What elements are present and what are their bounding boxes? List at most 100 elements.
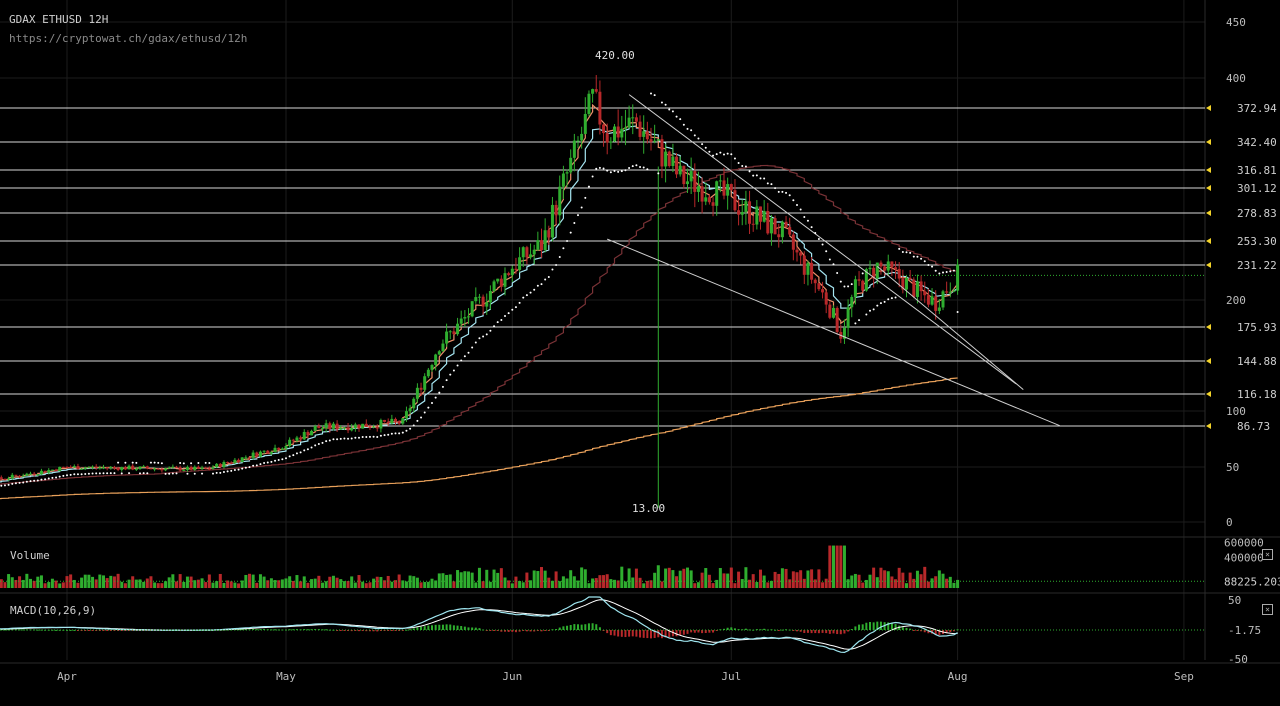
macd-histogram-bar xyxy=(814,630,817,634)
candle-body xyxy=(733,190,737,211)
candle-body xyxy=(258,451,262,457)
sar-dot xyxy=(186,472,189,475)
price-level-label: 316.81 xyxy=(1237,164,1277,177)
sar-dot xyxy=(420,416,423,419)
sar-dot xyxy=(474,341,477,344)
candle-body xyxy=(207,468,211,470)
volume-bar xyxy=(83,574,87,588)
candle-body xyxy=(317,426,321,429)
candle-body xyxy=(759,206,762,222)
macd-histogram-bar xyxy=(712,630,715,633)
close-macd-pane-icon[interactable]: × xyxy=(1262,604,1273,615)
sar-dot xyxy=(817,237,820,240)
price-level-marker xyxy=(1206,139,1211,145)
volume-bar xyxy=(740,579,744,588)
volume-bar xyxy=(215,581,219,588)
sar-dot xyxy=(577,214,579,217)
macd-histogram-bar xyxy=(587,623,590,630)
macd-histogram-bar xyxy=(898,625,901,630)
macd-histogram-bar xyxy=(507,630,510,632)
candle-body xyxy=(543,230,547,251)
candle-body xyxy=(273,447,277,453)
sar-dot xyxy=(606,169,609,172)
sar-dot xyxy=(168,472,171,475)
candle-body xyxy=(755,206,759,225)
volume-bar xyxy=(638,577,642,588)
sar-dot xyxy=(595,167,598,170)
volume-bar xyxy=(580,567,584,588)
macd-histogram-bar xyxy=(405,629,408,631)
volume-bar xyxy=(488,581,492,588)
candle-body xyxy=(857,279,861,281)
volume-bar xyxy=(211,582,215,588)
volume-bar xyxy=(645,580,649,588)
candle-body xyxy=(777,234,781,238)
low-label: 13.00 xyxy=(632,502,665,515)
sar-dot xyxy=(263,462,266,465)
volume-bar xyxy=(759,569,762,588)
sar-dot xyxy=(737,161,740,164)
macd-histogram-bar xyxy=(555,629,558,631)
candle-body xyxy=(426,369,430,377)
price-level-label: 301.12 xyxy=(1237,182,1277,195)
sar-dot xyxy=(785,191,788,194)
sar-dot xyxy=(507,312,510,315)
volume-bar xyxy=(934,576,938,588)
macd-histogram-bar xyxy=(500,630,503,632)
volume-bar xyxy=(456,570,460,588)
macd-histogram-bar xyxy=(595,624,598,630)
macd-histogram-bar xyxy=(573,624,576,630)
macd-histogram-bar xyxy=(635,630,638,637)
candle-body xyxy=(664,151,668,167)
sar-dot xyxy=(383,434,386,437)
sar-dot xyxy=(66,474,68,477)
sar-dot xyxy=(631,165,634,168)
volume-bar xyxy=(842,545,846,588)
candle-body xyxy=(715,181,719,206)
sar-dot xyxy=(580,206,583,209)
price-level-label: 278.83 xyxy=(1237,207,1277,220)
candle-body xyxy=(164,468,168,471)
volume-bar xyxy=(795,572,799,588)
macd-histogram-bar xyxy=(390,630,393,631)
close-volume-pane-icon[interactable]: × xyxy=(1262,549,1273,560)
sar-dot xyxy=(774,187,777,190)
macd-histogram-bar xyxy=(540,630,543,632)
candle-body xyxy=(331,423,335,429)
chart-url[interactable]: https://cryptowat.ch/gdax/ethusd/12h xyxy=(9,32,248,45)
volume-bar xyxy=(372,578,376,588)
macd-histogram-bar xyxy=(336,630,339,631)
sar-dot xyxy=(682,123,685,126)
volume-bar xyxy=(715,579,719,588)
volume-bar xyxy=(284,578,288,588)
candle-body xyxy=(240,457,244,463)
candle-body xyxy=(671,156,675,166)
volume-bar xyxy=(459,572,463,588)
sar-dot xyxy=(182,462,185,465)
candle-body xyxy=(10,474,14,479)
candle-body xyxy=(204,467,208,469)
volume-bar xyxy=(14,579,18,588)
volume-bar xyxy=(61,582,65,588)
sar-dot xyxy=(431,402,433,405)
candle-body xyxy=(850,296,854,308)
candle-body xyxy=(649,139,653,142)
volume-bar xyxy=(138,579,142,588)
time-axis-tick: Jul xyxy=(721,670,741,683)
sar-dot xyxy=(321,441,324,444)
sar-dot xyxy=(467,351,470,354)
candle-body xyxy=(18,475,22,477)
candle-body xyxy=(802,255,806,275)
sar-dot xyxy=(398,432,401,435)
volume-bar xyxy=(237,583,241,588)
sar-dot xyxy=(325,440,328,443)
sar-dot xyxy=(139,472,141,475)
sar-dot xyxy=(584,196,587,199)
candle-body xyxy=(496,278,500,282)
candle-body xyxy=(926,295,930,305)
sar-dot xyxy=(752,174,755,177)
candle-body xyxy=(277,447,281,450)
sar-dot xyxy=(562,247,565,250)
volume-bar xyxy=(675,576,679,588)
